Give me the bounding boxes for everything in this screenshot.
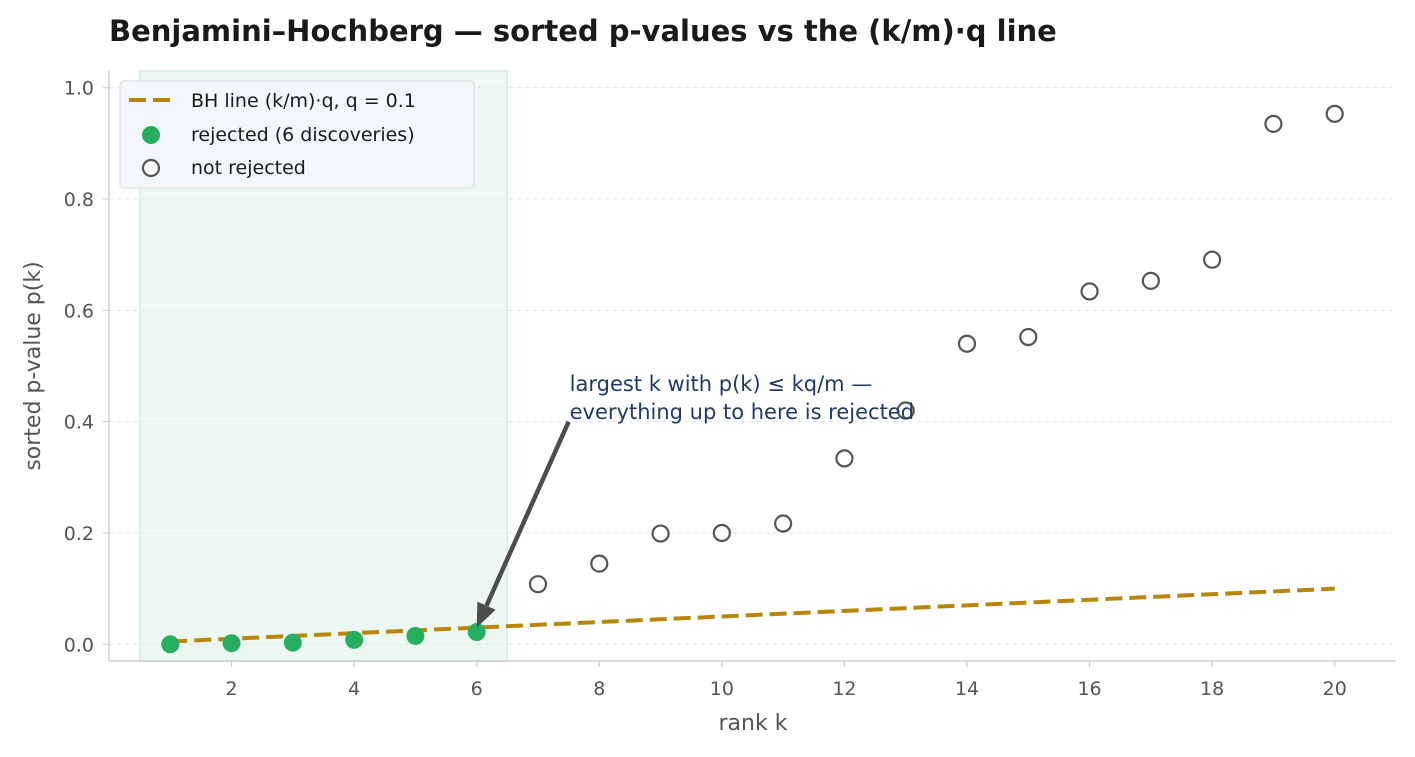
not-rejected-point xyxy=(1325,104,1344,123)
x-tick-label: 2 xyxy=(226,678,238,700)
rejected-point xyxy=(345,630,364,649)
y-tick-label: 0.4 xyxy=(64,412,94,434)
chart-title: Benjamini–Hochberg — sorted p-values vs … xyxy=(109,14,1057,48)
not-rejected-point xyxy=(1019,327,1038,347)
legend: BH line (k/m)·q, q = 0.1 rejected (6 disc… xyxy=(119,80,475,189)
annotation-text: largest k with p(k) ≤ kq/m — xyxy=(570,372,873,396)
legend-label: rejected (6 discoveries) xyxy=(191,124,415,146)
not-rejected-point xyxy=(1141,271,1160,290)
legend-box xyxy=(119,80,475,189)
rejected-point xyxy=(161,635,180,654)
points xyxy=(161,104,1344,654)
x-tick-label: 14 xyxy=(955,678,979,700)
x-tick-label: 12 xyxy=(832,678,856,700)
y-ticks: 0.0 0.2 0.4 0.6 0.8 1.0 xyxy=(64,78,109,656)
x-tick-label: 20 xyxy=(1323,678,1347,700)
axes xyxy=(108,71,1396,662)
not-rejected-point xyxy=(896,401,915,420)
bh-line-series xyxy=(170,586,1335,644)
annotation: largest k with p(k) ≤ kq/m — everything u… xyxy=(476,372,914,628)
not-rejected-point xyxy=(774,514,793,533)
legend-label: BH line (k/m)·q, q = 0.1 xyxy=(191,90,416,112)
y-tick-label: 1.0 xyxy=(64,78,94,100)
not-rejected-point xyxy=(835,449,854,468)
x-tick-label: 10 xyxy=(710,678,734,700)
not-rejected-point xyxy=(957,334,977,353)
not-rejected-point xyxy=(1080,282,1099,301)
not-rejected-point xyxy=(1203,250,1222,269)
annotation-arrow xyxy=(484,420,571,607)
y-tick-label: 0.0 xyxy=(64,634,94,656)
not-rejected-point xyxy=(528,575,548,594)
annotation-arrowhead xyxy=(476,601,496,628)
not-rejected-point xyxy=(651,524,670,543)
rejected-point xyxy=(467,623,486,642)
rejected-point xyxy=(222,634,241,653)
y-tick-label: 0.6 xyxy=(64,300,94,322)
not-rejected-point xyxy=(1264,114,1283,133)
x-axis-label: rank k xyxy=(719,711,788,736)
legend-label: not rejected xyxy=(191,157,306,179)
x-tick-label: 6 xyxy=(471,678,483,700)
rejected-point xyxy=(283,633,302,652)
rejected-point xyxy=(406,626,425,645)
gridlines xyxy=(109,87,1396,645)
not-rejected-point xyxy=(712,523,731,543)
bh-line xyxy=(170,586,1335,644)
x-tick-label: 16 xyxy=(1077,678,1101,700)
legend-swatch-rejected xyxy=(142,126,160,144)
y-axis-label: sorted p-value p(k) xyxy=(21,261,46,470)
x-tick-label: 18 xyxy=(1200,678,1224,700)
x-ticks: 2 4 6 8 10 12 14 16 18 20 xyxy=(226,661,1347,700)
y-tick-label: 0.2 xyxy=(64,523,94,545)
x-tick-label: 4 xyxy=(348,678,360,700)
annotation-text: everything up to here is rejected xyxy=(570,400,914,424)
not-rejected-point xyxy=(590,554,609,573)
y-tick-label: 0.8 xyxy=(64,189,94,211)
x-tick-label: 8 xyxy=(593,678,605,700)
legend-swatch-not-rejected xyxy=(141,158,161,178)
